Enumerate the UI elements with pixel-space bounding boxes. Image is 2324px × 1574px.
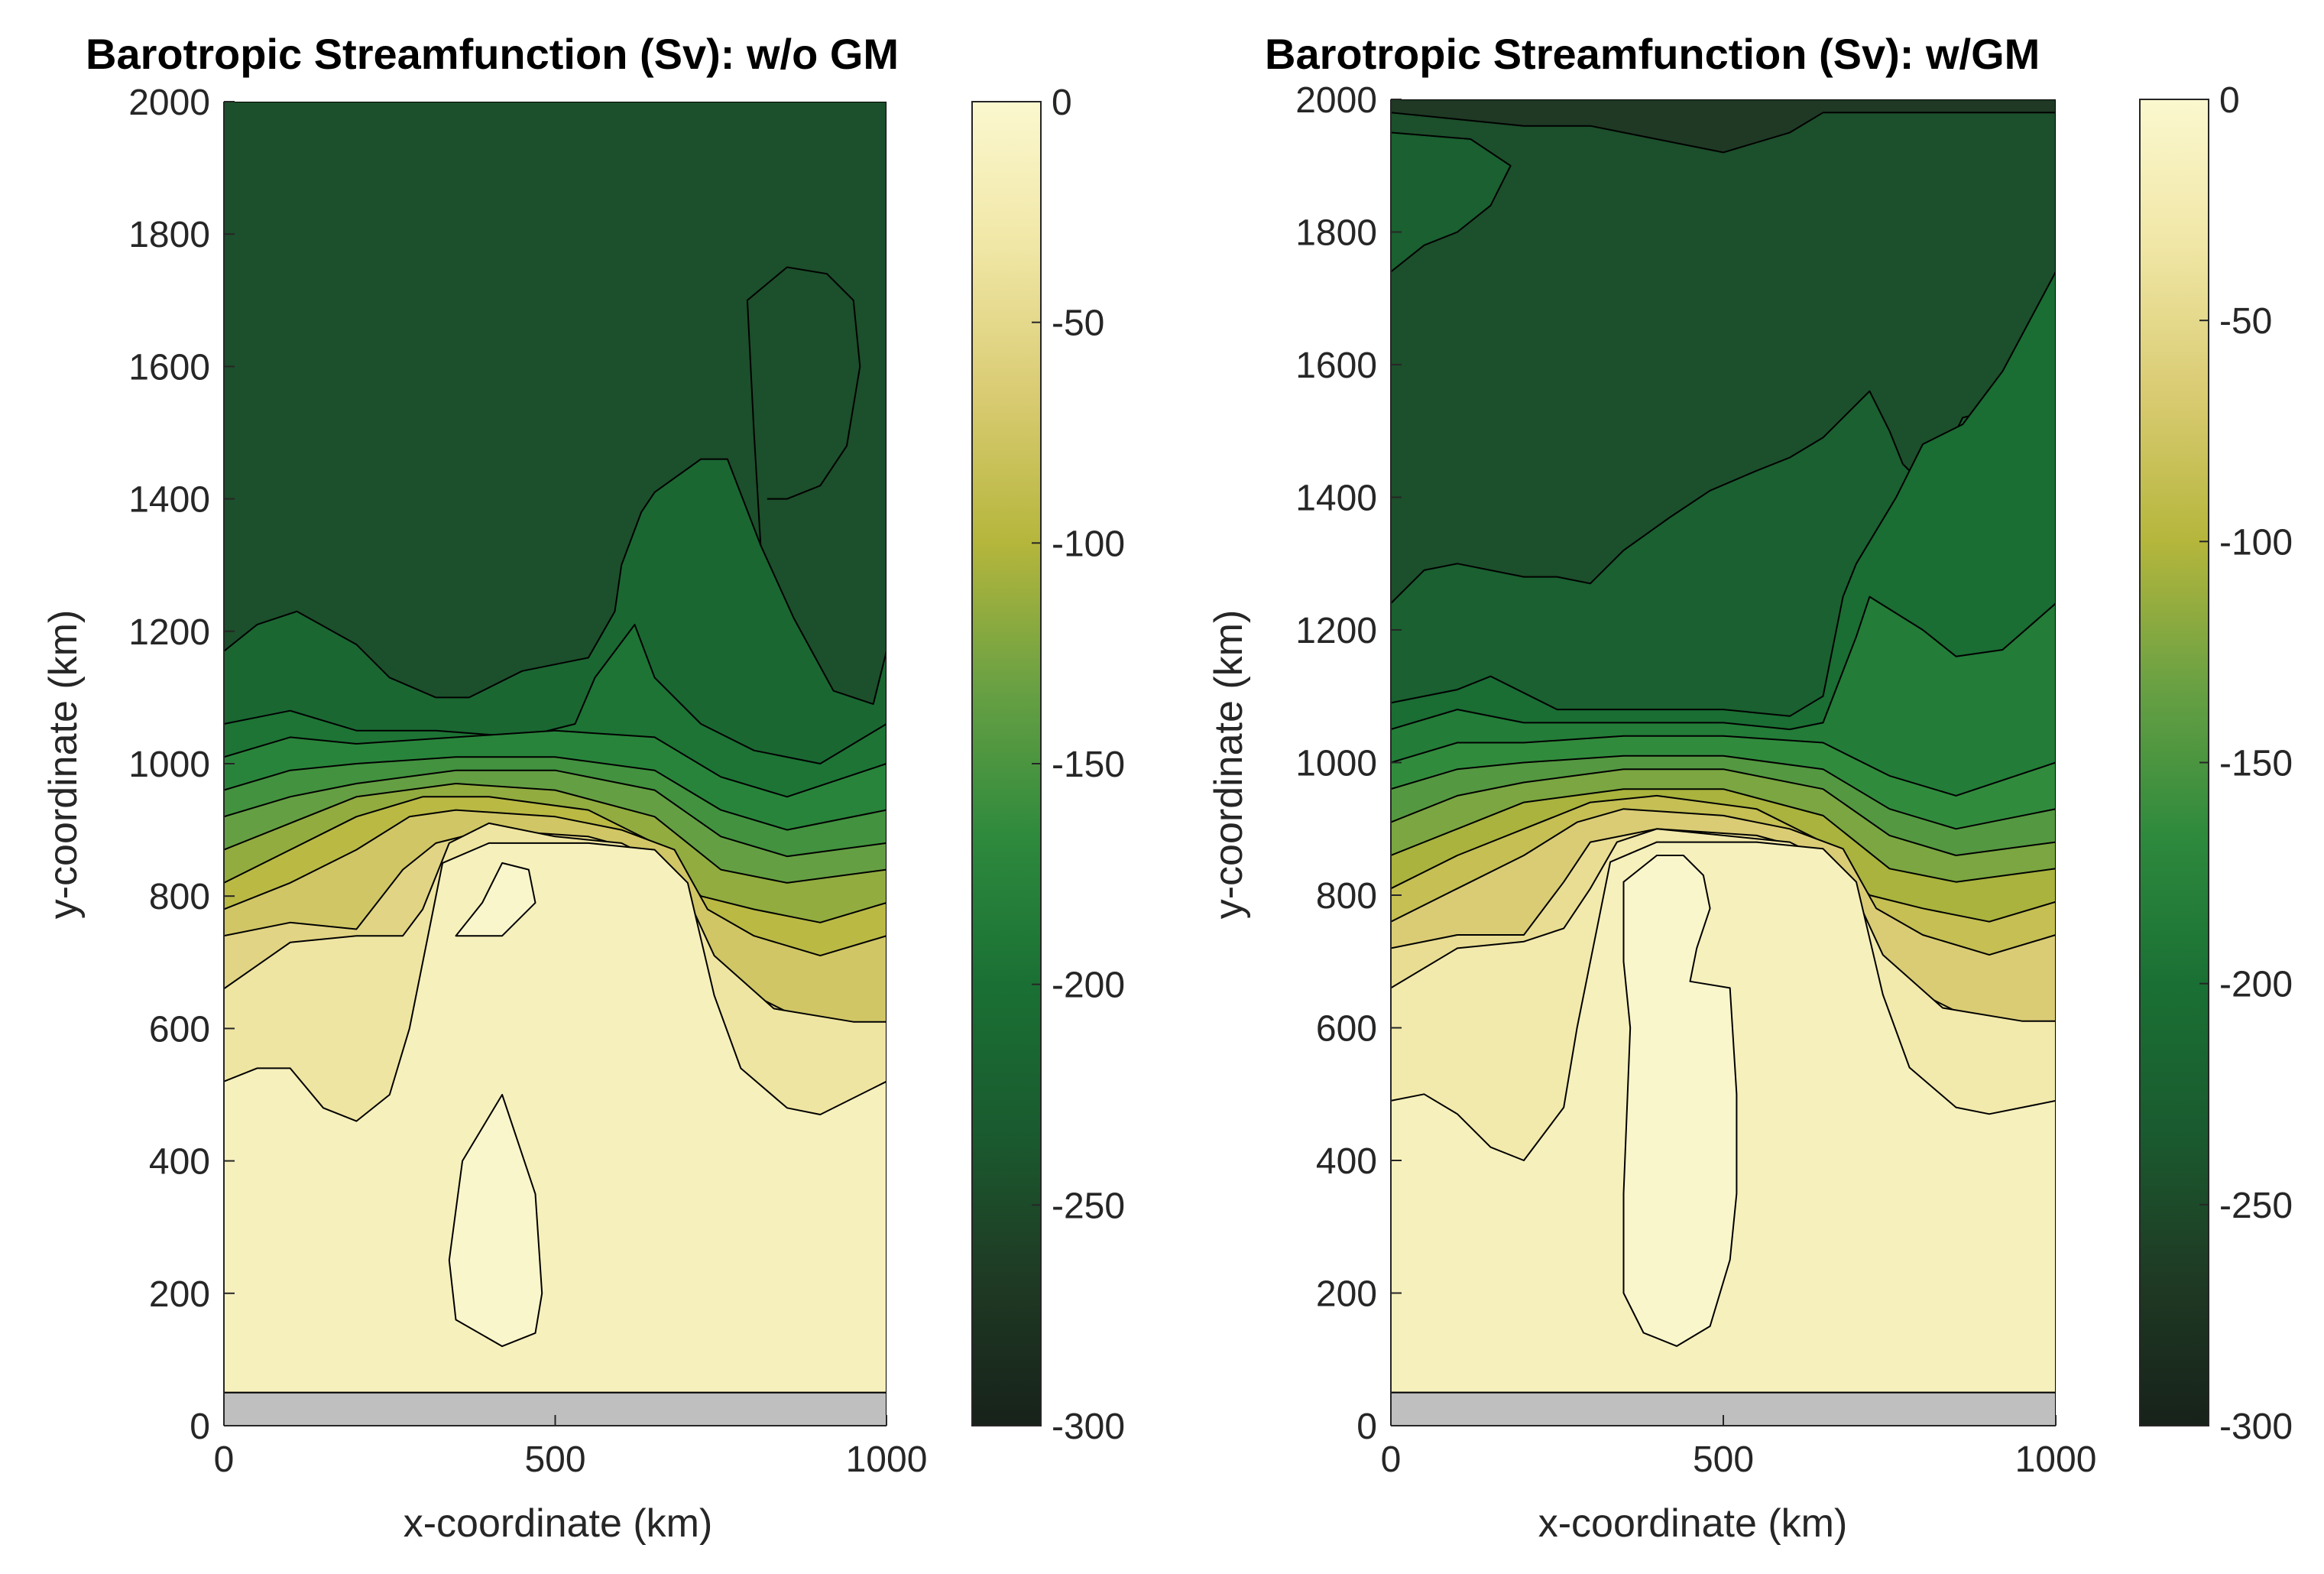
x-tick-label: 0 xyxy=(214,1439,235,1480)
colorbar-tick-label: -150 xyxy=(2219,744,2293,784)
x-tick-label: 1000 xyxy=(846,1439,928,1480)
colorbar-tick-label: -250 xyxy=(2219,1186,2293,1226)
panel-without-gm: Barotropic Streamfunction (Sv): w/o GM 0… xyxy=(41,30,1125,1546)
colorbar-tick-label: -200 xyxy=(2219,965,2293,1005)
y-tick-label: 600 xyxy=(149,1009,210,1050)
colorbar-tick-label: -100 xyxy=(2219,522,2293,563)
y-tick-label: 200 xyxy=(149,1274,210,1315)
colorbar-tick-label: 0 xyxy=(2219,80,2240,121)
y-tick-label: 0 xyxy=(190,1407,210,1447)
colorbar-tick-label: -150 xyxy=(1052,745,1125,785)
y-tick-label: 1800 xyxy=(1295,213,1377,254)
y-axis-label-without-gm: y-coordinate (km) xyxy=(41,610,86,920)
y-axis-label-with-gm: y-coordinate (km) xyxy=(1207,610,1251,920)
colorbar-tick-label: -50 xyxy=(2219,301,2272,342)
y-tick-label: 1000 xyxy=(128,745,210,785)
y-tick-label: 1400 xyxy=(1295,479,1377,519)
x-tick-label: 1000 xyxy=(2015,1439,2097,1480)
x-tick-label: 0 xyxy=(1381,1439,1402,1480)
y-tick-label: 1200 xyxy=(1295,611,1377,651)
contour-band-11 xyxy=(224,842,886,1394)
contour-band-12 xyxy=(455,862,536,937)
y-tick-label: 1400 xyxy=(128,480,210,521)
colorbar-tick-label: -100 xyxy=(1052,524,1125,564)
y-tick-label: 400 xyxy=(149,1142,210,1183)
chart-title-with-gm: Barotropic Streamfunction (Sv): w/GM xyxy=(1265,30,2040,78)
x-axis-label-without-gm: x-coordinate (km) xyxy=(404,1501,713,1546)
y-tick-label: 0 xyxy=(1356,1407,1377,1447)
y-tick-label: 1000 xyxy=(1295,744,1377,784)
y-tick-label: 800 xyxy=(1316,876,1377,917)
y-tick-label: 800 xyxy=(149,877,210,917)
x-tick-label: 500 xyxy=(1693,1439,1754,1480)
y-tick-label: 1200 xyxy=(128,612,210,653)
contour-field-without-gm xyxy=(224,102,886,1426)
y-tick-label: 200 xyxy=(1316,1274,1377,1315)
colorbar-tick-label: -300 xyxy=(1052,1407,1125,1447)
y-tick-label: 600 xyxy=(1316,1009,1377,1050)
y-tick-label: 2000 xyxy=(128,83,210,123)
contour-line-0 xyxy=(746,266,861,546)
contour-band-13 xyxy=(448,1094,543,1348)
y-tick-label: 1600 xyxy=(1295,346,1377,386)
y-tick-label: 400 xyxy=(1316,1141,1377,1182)
y-tick-label: 1800 xyxy=(128,215,210,255)
colorbar-gradient xyxy=(2139,99,2209,1426)
axes-without-gm: 0 500 1000 0 200 400 600 800 1000 1200 1400 1600 180… xyxy=(128,83,927,1480)
colorbar-gradient xyxy=(971,101,1042,1426)
y-tick-label: 1600 xyxy=(128,347,210,388)
x-axis-label-with-gm: x-coordinate (km) xyxy=(1538,1501,1848,1546)
contour-field-with-gm xyxy=(1391,99,2056,1426)
colorbar-with-gm: 0 -50 -100 -150 -200 -250 -300 xyxy=(2139,80,2293,1447)
colorbar-tick-label: -250 xyxy=(1052,1186,1125,1226)
colorbar-tick-label: -50 xyxy=(1052,303,1104,344)
y-tick-label: 2000 xyxy=(1295,80,1377,121)
contour-band-14 xyxy=(1622,855,1738,1347)
colorbar-without-gm: 0 -50 -100 -150 -200 -250 -300 xyxy=(971,83,1125,1447)
panel-with-gm: Barotropic Streamfunction (Sv): w/GM 0 50… xyxy=(1207,30,2293,1546)
colorbar-tick-label: -300 xyxy=(2219,1407,2293,1447)
colorbar-tick-label: 0 xyxy=(1052,83,1072,123)
chart-title-without-gm: Barotropic Streamfunction (Sv): w/o GM xyxy=(86,30,899,78)
x-tick-label: 500 xyxy=(524,1439,585,1480)
axes-with-gm: 0 500 1000 0 200 400 600 800 1000 1200 1400 1600 180… xyxy=(1295,80,2096,1480)
colorbar-tick-label: -200 xyxy=(1052,965,1125,1006)
